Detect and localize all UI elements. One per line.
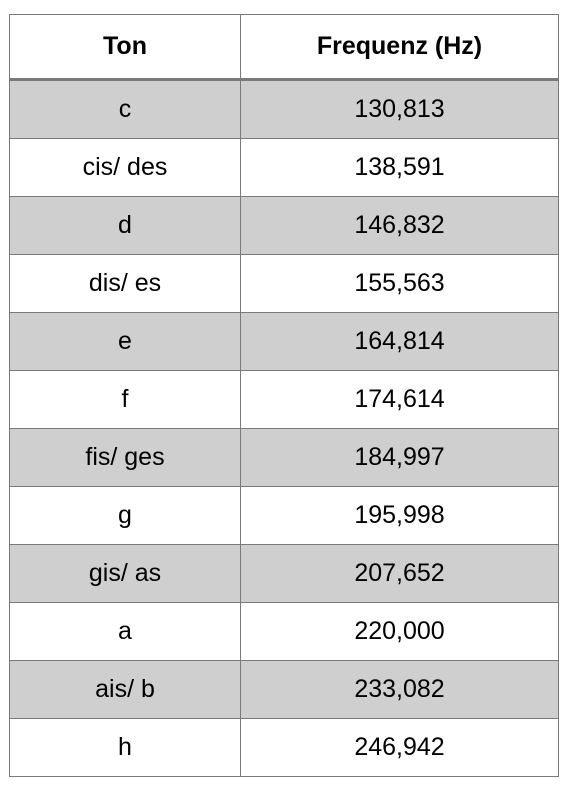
tone-cell: gis/ as bbox=[9, 544, 241, 603]
table-row: g 195,998 bbox=[9, 486, 559, 545]
frequency-cell: 164,814 bbox=[240, 312, 559, 371]
tone-cell: e bbox=[9, 312, 241, 371]
table-row: fis/ ges 184,997 bbox=[9, 428, 559, 487]
frequency-table-container: Ton Frequenz (Hz) c 130,813 cis/ des 138… bbox=[9, 14, 559, 777]
frequency-table: Ton Frequenz (Hz) c 130,813 cis/ des 138… bbox=[9, 14, 559, 777]
frequency-cell: 155,563 bbox=[240, 254, 559, 313]
tone-cell: d bbox=[9, 196, 241, 255]
table-row: a 220,000 bbox=[9, 602, 559, 661]
table-row: cis/ des 138,591 bbox=[9, 138, 559, 197]
tone-cell: g bbox=[9, 486, 241, 545]
frequency-cell: 220,000 bbox=[240, 602, 559, 661]
table-row: gis/ as 207,652 bbox=[9, 544, 559, 603]
column-header-frequenz: Frequenz (Hz) bbox=[240, 14, 559, 81]
tone-cell: a bbox=[9, 602, 241, 661]
table-header-row: Ton Frequenz (Hz) bbox=[9, 14, 559, 81]
tone-cell: ais/ b bbox=[9, 660, 241, 719]
tone-cell: c bbox=[9, 79, 241, 139]
frequency-cell: 207,652 bbox=[240, 544, 559, 603]
table-row: d 146,832 bbox=[9, 196, 559, 255]
column-header-ton: Ton bbox=[9, 14, 241, 81]
frequency-cell: 146,832 bbox=[240, 196, 559, 255]
table-row: f 174,614 bbox=[9, 370, 559, 429]
table-row: h 246,942 bbox=[9, 718, 559, 777]
frequency-cell: 195,998 bbox=[240, 486, 559, 545]
tone-cell: dis/ es bbox=[9, 254, 241, 313]
tone-cell: fis/ ges bbox=[9, 428, 241, 487]
tone-cell: cis/ des bbox=[9, 138, 241, 197]
tone-cell: h bbox=[9, 718, 241, 777]
table-row: ais/ b 233,082 bbox=[9, 660, 559, 719]
tone-cell: f bbox=[9, 370, 241, 429]
frequency-cell: 233,082 bbox=[240, 660, 559, 719]
frequency-cell: 246,942 bbox=[240, 718, 559, 777]
frequency-cell: 174,614 bbox=[240, 370, 559, 429]
table-row: dis/ es 155,563 bbox=[9, 254, 559, 313]
table-row: c 130,813 bbox=[9, 79, 559, 139]
frequency-cell: 138,591 bbox=[240, 138, 559, 197]
frequency-cell: 184,997 bbox=[240, 428, 559, 487]
table-row: e 164,814 bbox=[9, 312, 559, 371]
frequency-cell: 130,813 bbox=[240, 79, 559, 139]
